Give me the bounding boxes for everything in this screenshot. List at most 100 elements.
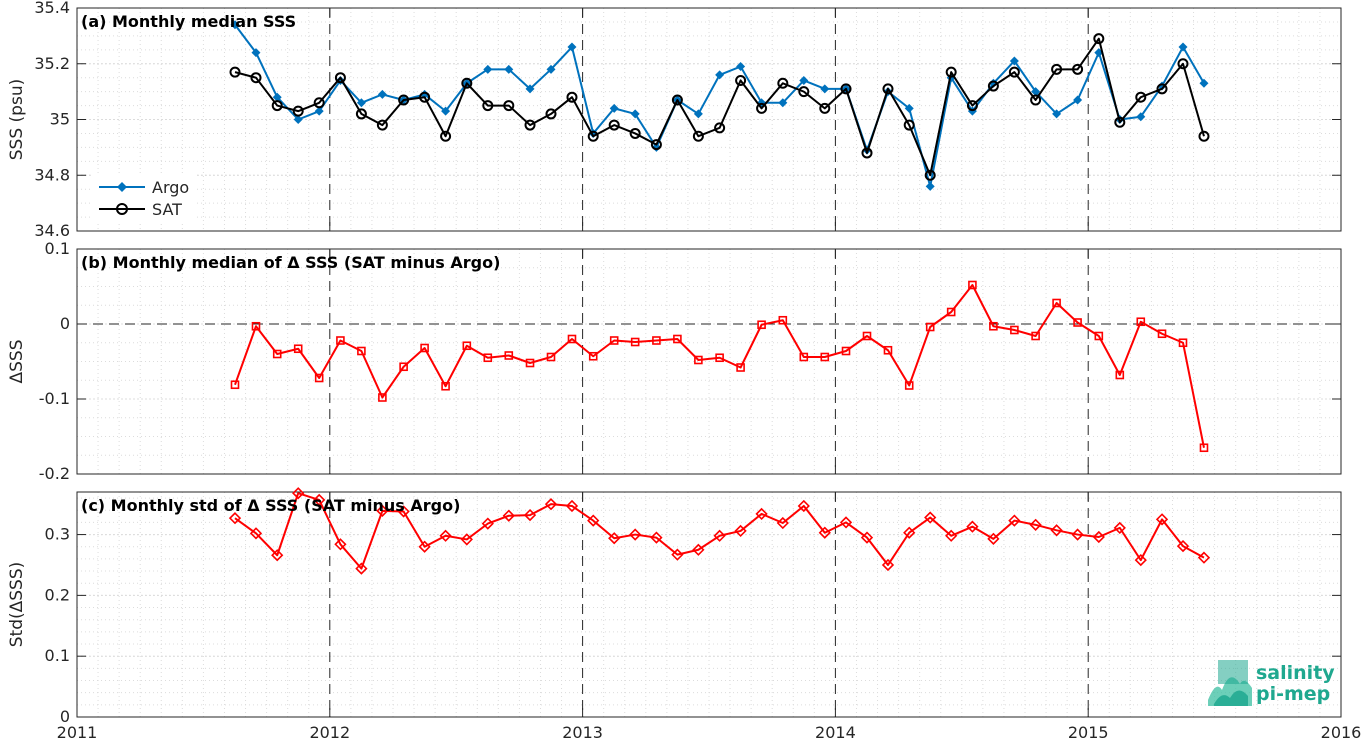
- data-point: [376, 504, 389, 517]
- y-tick-label: -0.2: [39, 464, 70, 483]
- data-point: [313, 97, 325, 109]
- data-point: [1198, 130, 1210, 142]
- data-point: [883, 345, 893, 355]
- legend-box: [93, 174, 197, 222]
- data-point: [1136, 112, 1146, 122]
- data-point: [1052, 109, 1062, 119]
- y-axis-label: SSS (psu): [7, 79, 27, 160]
- data-point: [588, 351, 598, 361]
- salinity-pi-mep-logo: salinity pi-mep: [1208, 660, 1335, 706]
- logo-line1: salinity: [1256, 662, 1335, 684]
- data-point: [481, 517, 494, 530]
- data-point: [334, 72, 346, 84]
- data-point: [608, 119, 620, 131]
- data-point: [650, 531, 663, 544]
- data-point: [462, 341, 472, 351]
- data-point: [544, 498, 558, 511]
- data-point: [272, 92, 282, 102]
- data-point: [419, 91, 431, 103]
- data-point: [987, 532, 1000, 545]
- data-point: [230, 20, 240, 30]
- panel-title: (a) Monthly median SSS: [81, 12, 296, 31]
- data-point: [1073, 318, 1082, 327]
- data-point: [1031, 331, 1040, 341]
- data-point: [334, 538, 347, 551]
- data-point: [904, 381, 914, 390]
- legend-argo-label: Argo: [152, 178, 189, 197]
- data-point: [314, 106, 324, 116]
- data-point: [839, 516, 853, 529]
- y-axis-label: Std(ΔSSS): [7, 562, 27, 648]
- data-point: [418, 540, 431, 553]
- data-point: [292, 487, 305, 500]
- data-point: [881, 558, 895, 572]
- legend-sat-label: SAT: [152, 200, 182, 219]
- series-line: [234, 492, 1205, 570]
- data-point: [1094, 331, 1104, 341]
- data-point: [587, 130, 599, 142]
- data-point: [862, 331, 872, 341]
- panel-a: 34.6 34.8 35 35.2 35.4 SSS (psu) (a) Monthly m…: [7, 0, 1342, 240]
- data-point: [567, 42, 577, 52]
- legend: Argo SAT: [93, 174, 197, 222]
- data-point: [652, 336, 661, 345]
- data-point: [230, 380, 240, 390]
- data-point: [250, 72, 262, 84]
- data-point: [882, 83, 894, 95]
- data-point: [777, 77, 789, 89]
- data-point: [397, 505, 410, 518]
- data-point: [692, 543, 705, 556]
- y-tick-label: 0.3: [45, 525, 70, 544]
- data-point: [229, 66, 241, 78]
- y-tick-label: 0: [60, 707, 70, 726]
- logo-line2: pi-mep: [1256, 683, 1330, 705]
- data-point: [799, 75, 809, 85]
- data-point: [989, 321, 998, 331]
- data-point: [314, 373, 324, 383]
- data-point: [1008, 514, 1021, 527]
- data-point: [566, 91, 578, 103]
- data-point: [378, 393, 387, 402]
- data-point: [1073, 95, 1083, 105]
- x-tick-label: 2015: [1068, 723, 1109, 742]
- legend-argo-marker: [117, 182, 127, 192]
- data-point: [671, 94, 683, 106]
- data-point: [1030, 94, 1042, 106]
- data-point: [692, 130, 704, 142]
- x-tick-label: 2016: [1321, 723, 1362, 742]
- series-argo: [230, 20, 1209, 191]
- data-point: [925, 181, 935, 191]
- data-point: [609, 336, 619, 345]
- data-point: [840, 83, 852, 95]
- axes-frame: [76, 491, 1342, 718]
- data-point: [629, 528, 642, 541]
- data-point: [546, 352, 556, 362]
- data-point: [1156, 83, 1168, 95]
- data-point: [420, 343, 429, 353]
- y-tick-label: 35: [50, 110, 70, 129]
- data-point: [736, 62, 746, 72]
- data-point: [608, 532, 621, 545]
- data-point: [503, 100, 515, 112]
- data-point: [630, 337, 640, 347]
- minor-grid: [77, 249, 1341, 474]
- data-point: [820, 84, 830, 94]
- data-point: [249, 527, 263, 540]
- data-point: [482, 100, 494, 112]
- data-point: [313, 493, 326, 507]
- data-point: [502, 509, 515, 522]
- data-point: [251, 321, 261, 331]
- data-point: [504, 64, 514, 74]
- data-point: [292, 105, 304, 117]
- data-point: [1050, 524, 1063, 537]
- data-point: [673, 334, 682, 344]
- data-point: [524, 119, 536, 131]
- data-point: [398, 94, 410, 106]
- data-point: [228, 512, 242, 525]
- panel-c: 0 0.1 0.2 0.3 2011 2012 2013 2014 2015 2016 Std(ΔS…: [7, 487, 1362, 742]
- panel-title: (b) Monthly median of Δ SSS (SAT minus A…: [81, 253, 500, 272]
- axes-frame: [76, 248, 1342, 475]
- data-point: [545, 108, 557, 120]
- data-point: [818, 526, 831, 539]
